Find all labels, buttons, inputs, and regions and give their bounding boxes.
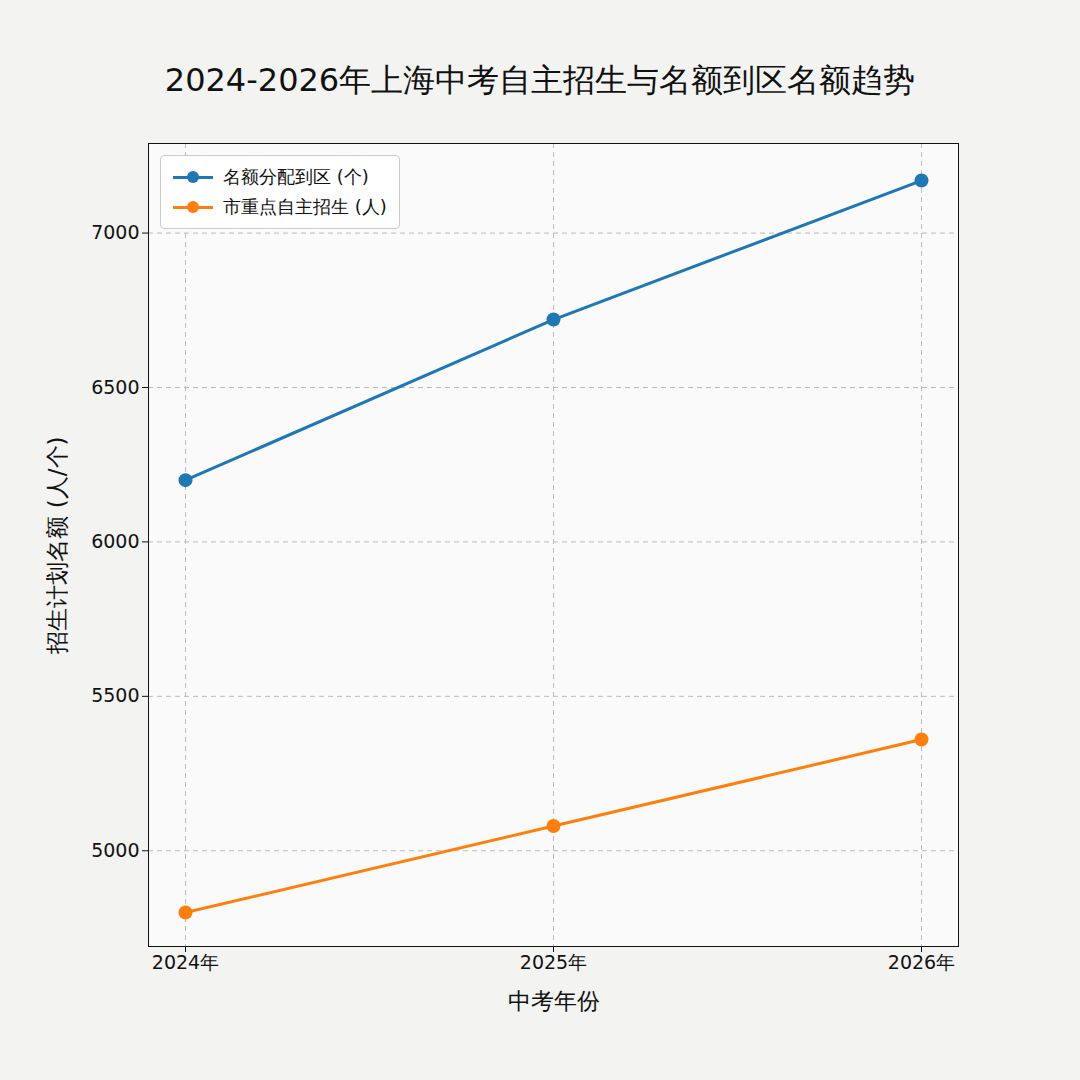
svg-text:5000: 5000 bbox=[91, 839, 139, 861]
html-text:2024-2026年上海中考自主招生与名额到区名额趋势: 2024-2026年上海中考自主招生与名额到区名额趋势 bbox=[164, 61, 916, 99]
svg-text:6000: 6000 bbox=[91, 530, 139, 552]
svg-text:2026年: 2026年 bbox=[888, 951, 955, 973]
html-text:名额分配到区 (个): 名额分配到区 (个) bbox=[223, 166, 369, 187]
html-text:市重点自主招生 (人): 市重点自主招生 (人) bbox=[223, 196, 387, 217]
svg-text:7000: 7000 bbox=[91, 221, 139, 243]
svg-text:招生计划名额 (人/个): 招生计划名额 (人/个) bbox=[44, 436, 70, 654]
svg-text:6500: 6500 bbox=[91, 376, 139, 398]
svg-text:2025年: 2025年 bbox=[520, 951, 587, 973]
svg-text:2024年: 2024年 bbox=[152, 951, 219, 973]
svg-text:5500: 5500 bbox=[91, 684, 139, 706]
svg-text:中考年份: 中考年份 bbox=[508, 988, 600, 1014]
